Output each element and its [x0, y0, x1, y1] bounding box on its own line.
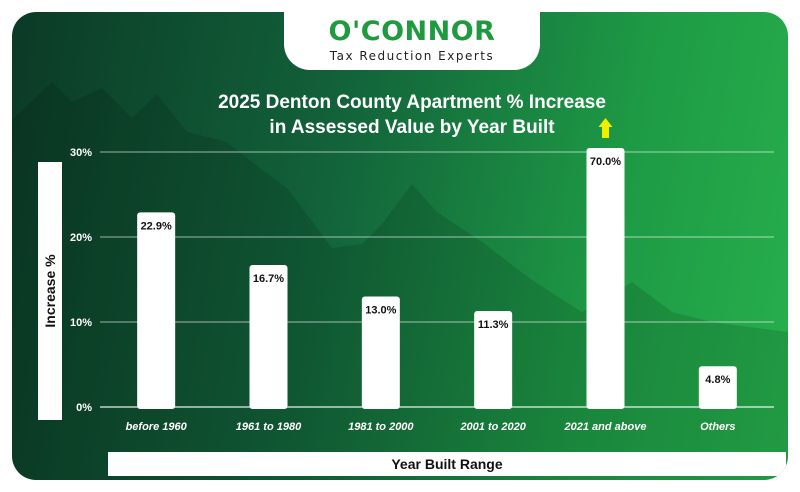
logo-tab: O'CONNOR Tax Reduction Experts: [284, 12, 540, 70]
overflow-arrow-icon: [598, 118, 613, 138]
y-tick-label: 30%: [70, 147, 92, 159]
bar-value-label: 70.0%: [590, 156, 621, 168]
y-tick-label: 20%: [70, 232, 92, 244]
y-tick-label: 10%: [70, 317, 92, 329]
brand-logo: O'CONNOR: [328, 16, 496, 47]
x-tick-label: 1981 to 2000: [348, 421, 414, 433]
chart-card: 0% 10% 20% 30% 22.9% before 1960 16.7% 1961 to…: [12, 12, 788, 480]
bar-value-label: 4.8%: [705, 374, 730, 386]
x-tick-label: 2001 to 2020: [459, 421, 526, 433]
bar: [361, 296, 400, 409]
x-tick-label: before 1960: [126, 421, 188, 433]
y-axis-label-panel: [38, 162, 62, 420]
x-tick-label: 2021 and above: [564, 421, 647, 433]
x-tick-label: 1961 to 1980: [236, 421, 302, 433]
bar-value-label: 11.3%: [478, 319, 509, 331]
y-axis-label: Increase %: [42, 254, 58, 328]
chart-canvas: 0% 10% 20% 30% 22.9% before 1960 16.7% 1961 to…: [12, 82, 788, 480]
x-axis-label-panel: [108, 452, 786, 476]
bar-value-label: 22.9%: [141, 220, 172, 232]
x-axis-label: Year Built Range: [391, 456, 503, 472]
bar: [586, 148, 625, 409]
bar: [474, 310, 513, 409]
chart-title: 2025 Denton County Apartment % Increase …: [112, 90, 712, 140]
chart-title-line-2: in Assessed Value by Year Built: [269, 117, 555, 138]
bar: [698, 366, 737, 409]
bar: [249, 265, 288, 409]
brand-tagline: Tax Reduction Experts: [329, 49, 495, 63]
bar-value-label: 16.7%: [253, 273, 284, 285]
bar-value-label: 13.0%: [365, 305, 396, 317]
chart-title-line-1: 2025 Denton County Apartment % Increase: [218, 92, 606, 113]
y-tick-label: 0%: [76, 402, 92, 414]
bar: [137, 212, 176, 409]
x-tick-label: Others: [700, 421, 735, 433]
